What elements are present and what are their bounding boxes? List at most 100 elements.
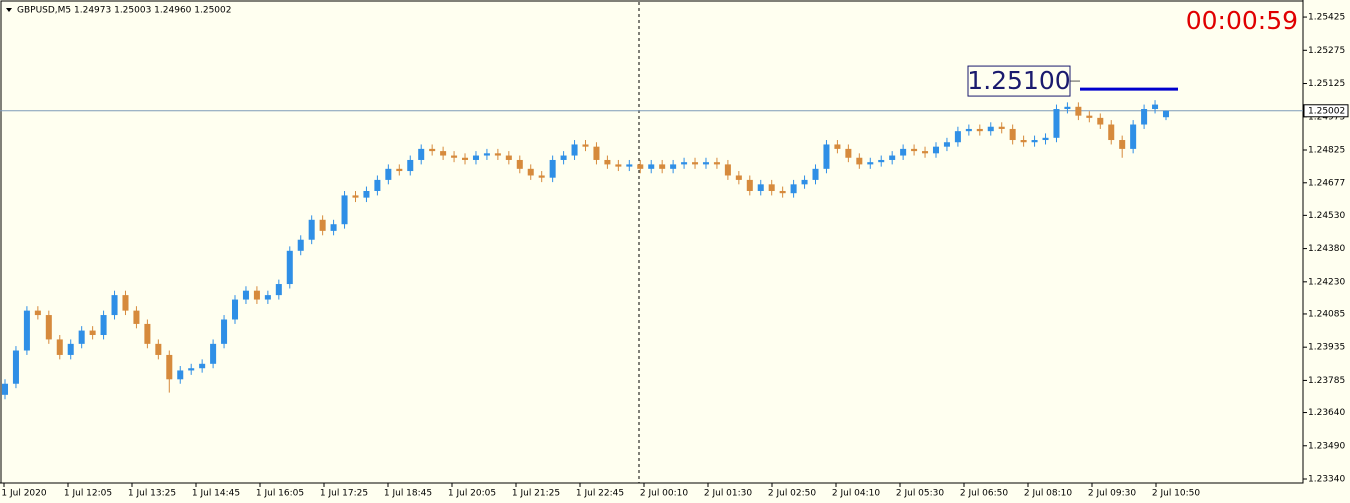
candle-body [385,168,392,180]
x-tick-label: 2 Jul 01:30 [704,489,753,499]
candle-body [78,330,85,344]
x-tick-label: 1 Jul 21:25 [512,489,560,499]
candle-body [45,315,52,340]
candle-body [538,175,545,178]
candle-body [1141,109,1148,125]
chart-title: GBPUSD,M5 1.24973 1.25003 1.24960 1.2500… [17,6,231,16]
candle-body [779,190,786,194]
candle-body [724,164,731,176]
candle-body [297,239,304,251]
y-tick-label: 1.24230 [1308,277,1345,287]
x-tick-label: 1 Jul 16:05 [256,489,304,499]
candle-body [67,343,74,355]
candle-body [1031,140,1038,143]
candle-body [593,146,600,160]
candle-body [494,153,501,156]
candle-body [1130,124,1137,149]
x-tick-label: 1 Jul 22:45 [576,489,624,499]
candle-body [801,179,808,185]
candle-body [374,179,381,191]
candle-body [1020,140,1027,143]
candle-body [954,131,961,143]
candle-body [900,148,907,156]
x-tick-label: 2 Jul 10:50 [1152,489,1201,499]
x-tick-label: 2 Jul 02:50 [768,489,817,499]
y-tick-label: 1.25275 [1308,46,1345,56]
candle-body [582,144,589,147]
candle-body [735,175,742,180]
candle-body [976,128,983,132]
y-tick-label: 1.23640 [1308,408,1345,418]
x-tick-label: 1 Jul 12:05 [64,489,112,499]
candle-body [264,295,271,300]
candle-body [363,190,370,198]
candle-body [242,290,249,300]
candle-body [812,168,819,180]
candle-body [166,354,173,380]
candle-body [867,162,874,165]
candle-body [692,162,699,165]
candle-body [790,184,797,194]
candle-body [549,159,556,178]
candle-body [440,151,447,156]
candle-body [505,155,512,160]
candle-body [604,159,611,165]
candle-body [100,315,107,335]
candle-body [34,310,41,316]
y-tick-label: 1.23490 [1308,441,1345,451]
candle-body [472,155,479,160]
candle-body [659,164,666,169]
candle-body [768,184,775,191]
candle-body [352,195,359,198]
candle-body [670,164,677,169]
candle-body [231,299,239,320]
candle-body [341,195,348,225]
candle-body [111,295,118,316]
candle-body [1086,115,1093,118]
candle-body [681,162,688,165]
candle-body [932,146,940,154]
candle-body [23,310,30,351]
candle-body [637,164,644,169]
candle-body [1,383,9,395]
x-tick-label: 2 Jul 04:10 [832,489,881,499]
candle-body [89,330,96,335]
candle-body [1064,106,1071,110]
y-tick-label: 1.25125 [1308,79,1345,89]
level-box [967,65,1071,97]
y-tick-label: 1.24677 [1308,178,1345,188]
candle-body [626,164,633,167]
candle-body [823,144,830,169]
candle-body [12,350,19,384]
candle-body [122,295,129,311]
candle-body [330,224,337,231]
y-tick-label: 1.23785 [1308,376,1345,386]
candle-body [483,153,490,156]
candle-body [1042,137,1049,141]
menu-arrow [6,8,12,12]
candle-body [943,142,950,147]
x-tick-label: 2 Jul 08:10 [1024,489,1073,499]
candle-body [210,343,217,364]
candle-body [1053,109,1060,138]
y-tick-label: 1.24085 [1308,309,1345,319]
candle-body [911,148,918,152]
y-tick-label: 1.24530 [1308,211,1345,221]
candle-body [998,126,1005,129]
candle-body [396,168,403,172]
bid-label: 1.25002 [1308,106,1345,116]
candle-body [418,148,425,160]
candle-body [451,155,458,158]
x-tick-label: 1 Jul 17:25 [320,489,368,499]
x-tick-label: 1 Jul 2020 [1,489,46,499]
candle-body [221,319,228,344]
candle-body [878,159,885,163]
y-tick-label: 1.23935 [1308,343,1345,353]
candle-body [1108,124,1115,141]
y-tick-label: 1.24380 [1308,244,1345,254]
candle-body [922,151,929,154]
level-label: 1.25100 [967,66,1070,95]
y-tick-label: 1.23340 [1308,475,1345,485]
